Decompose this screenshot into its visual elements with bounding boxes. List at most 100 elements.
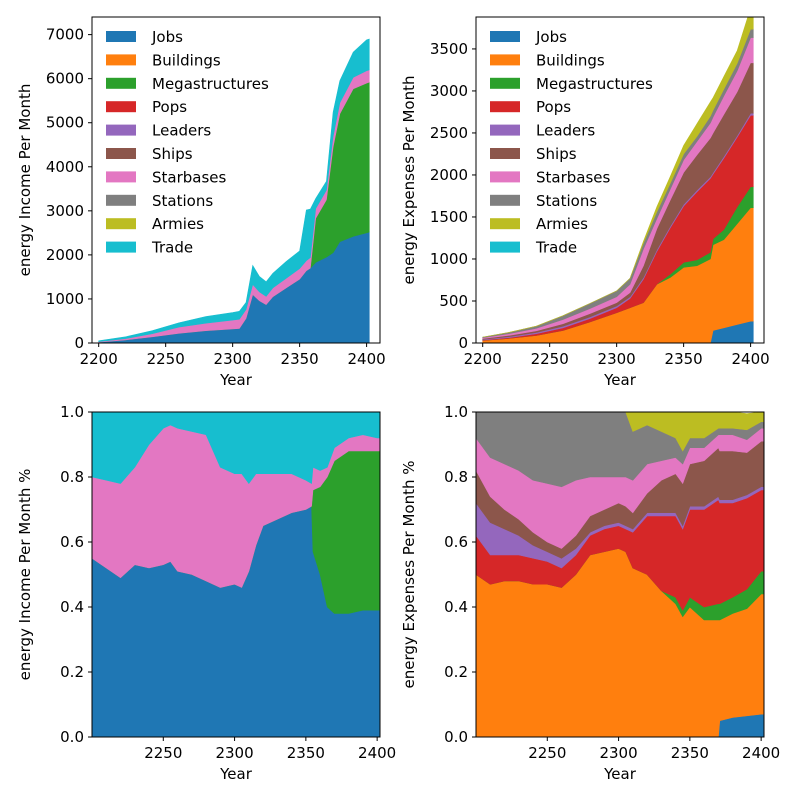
legend-swatch-stations	[106, 194, 136, 206]
y-axis-label: energy Income Per Month	[16, 84, 34, 277]
chart-panel-3: 2250 2300 2350 2400 0.0 0.2 0.4 0.6 0.8 1.0 Year en…	[16, 403, 396, 783]
y-tick-label: 3000	[430, 82, 468, 100]
y-tick-label: 0.2	[444, 663, 468, 681]
axes-frame	[91, 411, 381, 738]
y-tick-label: 0.2	[60, 663, 84, 681]
y-tick-label: 0.8	[60, 468, 84, 486]
legend-label-armies: Armies	[536, 215, 588, 233]
y-tick-label: 1.0	[60, 403, 84, 421]
stacked-areas	[476, 412, 764, 737]
y-tick-label: 0	[458, 334, 468, 352]
x-tick-label: 2250	[147, 350, 185, 368]
y-tick-label: 4000	[46, 158, 84, 176]
x-tick-label: 2200	[80, 350, 118, 368]
y-tick-label: 5000	[46, 114, 84, 132]
x-tick-label: 2300	[214, 350, 252, 368]
legend-swatch-leaders	[490, 124, 520, 136]
legend-label-starbases: Starbases	[152, 168, 227, 186]
axes-frame	[91, 16, 381, 344]
legend-label-stations: Stations	[536, 192, 597, 210]
legend-label-megastructures: Megastructures	[152, 75, 269, 93]
x-tick-label: 2350	[671, 744, 709, 762]
legend-swatch-armies	[490, 218, 520, 230]
y-axis-label: energy Income Per Month %	[16, 469, 34, 681]
legend-swatch-leaders	[106, 124, 136, 136]
y-tick-label: 0.4	[444, 598, 468, 616]
y-tick-label: 0.6	[444, 533, 468, 551]
legend-swatch-pops	[106, 101, 136, 113]
area-stations	[476, 412, 764, 488]
legend-swatch-buildings	[490, 54, 520, 66]
x-axis-label: Year	[603, 765, 637, 783]
legend-label-starbases: Starbases	[536, 168, 611, 186]
legend-label-jobs: Jobs	[151, 28, 183, 46]
x-tick-label: 2300	[598, 350, 636, 368]
y-axis-label: energy Expenses Per Month %	[400, 461, 418, 689]
y-tick-label: 1000	[46, 290, 84, 308]
x-axis-label: Year	[219, 765, 253, 783]
area-trade	[98, 38, 370, 343]
area-jobs	[482, 320, 754, 343]
legend-label-trade: Trade	[535, 239, 577, 257]
x-tick-label: 2400	[348, 350, 386, 368]
legend-swatch-starbases	[490, 171, 520, 183]
legend-swatch-starbases	[106, 171, 136, 183]
x-tick-label: 2250	[144, 744, 182, 762]
legend-swatch-trade	[490, 241, 520, 253]
area-armies	[482, 17, 754, 338]
y-tick-label: 2000	[430, 166, 468, 184]
y-tick-label: 2000	[46, 246, 84, 264]
legend-label-buildings: Buildings	[536, 51, 605, 69]
x-tick-label: 2350	[287, 744, 325, 762]
legend-swatch-ships	[106, 148, 136, 159]
y-tick-label: 3000	[46, 202, 84, 220]
x-tick-label: 2250	[531, 350, 569, 368]
legend-label-leaders: Leaders	[152, 122, 211, 140]
legend-swatch-trade	[106, 241, 136, 253]
legend-label-stations: Stations	[152, 192, 213, 210]
stacked-areas	[98, 38, 370, 343]
y-tick-label: 1500	[430, 208, 468, 226]
y-tick-label: 7000	[46, 26, 84, 44]
x-axis-label: Year	[219, 371, 253, 389]
legend-swatch-jobs	[490, 31, 520, 42]
area-trade	[92, 412, 380, 485]
x-tick-label: 2200	[464, 350, 502, 368]
y-tick-label: 0.4	[60, 598, 84, 616]
axes-frame	[475, 411, 765, 738]
legend-swatch-pops	[490, 101, 520, 113]
legend-swatch-megastructures	[106, 77, 136, 89]
legend-label-armies: Armies	[152, 215, 204, 233]
legend-label-jobs: Jobs	[535, 28, 567, 46]
x-tick-label: 2300	[599, 744, 637, 762]
legend-label-buildings: Buildings	[152, 51, 221, 69]
x-tick-label: 2400	[358, 744, 396, 762]
area-armies	[476, 412, 764, 452]
x-tick-label: 2400	[732, 350, 770, 368]
y-tick-label: 0.0	[444, 728, 468, 746]
y-axis-label: energy Expenses Per Month	[400, 76, 418, 285]
legend-label-trade: Trade	[151, 239, 193, 257]
legend-swatch-stations	[490, 194, 520, 206]
legend-swatch-buildings	[106, 54, 136, 66]
x-tick-label: 2400	[742, 744, 780, 762]
y-tick-label: 1000	[430, 250, 468, 268]
legend: Jobs Buildings Megastructures Pops Leaders Sh…	[490, 28, 653, 257]
legend: Jobs Buildings Megastructures Pops Leaders Sh…	[106, 28, 269, 257]
x-tick-label: 2250	[528, 744, 566, 762]
chart-panel-4: 2250 2300 2350 2400 0.0 0.2 0.4 0.6 0.8 1.0 Year en…	[400, 403, 780, 783]
y-tick-label: 6000	[46, 70, 84, 88]
y-tick-label: 0	[74, 334, 84, 352]
legend-label-megastructures: Megastructures	[536, 75, 653, 93]
y-tick-label: 1.0	[444, 403, 468, 421]
legend-label-pops: Pops	[152, 98, 187, 116]
legend-swatch-ships	[490, 148, 520, 159]
chart-panel-1: 2200 2250 2300 2350 2400 0 1000 2000 3000 4000 500…	[16, 16, 386, 389]
y-tick-label: 0.6	[60, 533, 84, 551]
y-tick-label: 3500	[430, 40, 468, 58]
chart-panel-2: 2200 2250 2300 2350 2400 0 500 1000 1500 2000 2500…	[400, 16, 770, 389]
x-axis-label: Year	[603, 371, 637, 389]
legend-label-ships: Ships	[536, 145, 577, 163]
